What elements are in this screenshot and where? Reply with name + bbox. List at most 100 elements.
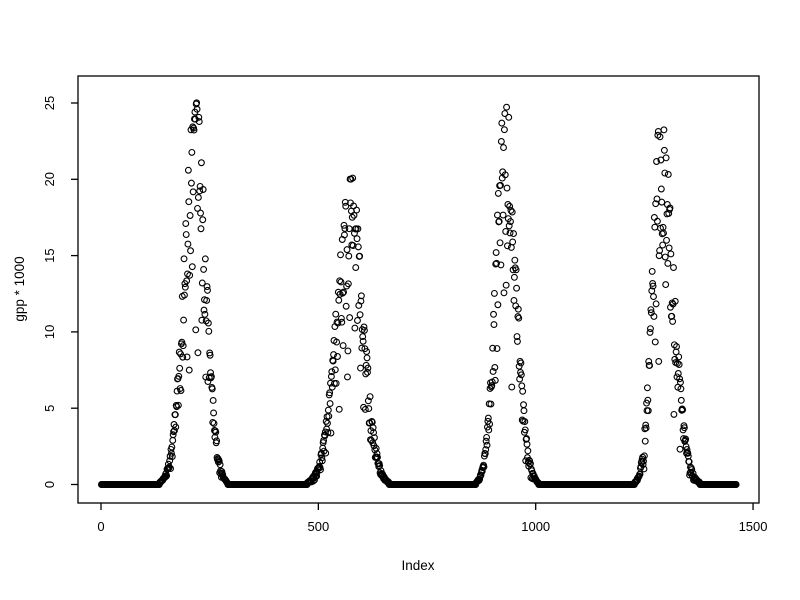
data-point [684, 449, 692, 457]
data-point [660, 126, 668, 134]
data-point [324, 429, 332, 436]
data-point [641, 425, 649, 433]
data-point [673, 359, 681, 367]
data-point [181, 291, 188, 299]
data-point [652, 200, 660, 208]
data-point [371, 446, 379, 454]
x-axis-ticks: 0 500 1000 1500 [97, 503, 768, 534]
data-point [183, 277, 191, 285]
data-point [197, 209, 205, 217]
data-point [354, 317, 361, 324]
data-point [732, 481, 740, 488]
data-point [500, 289, 508, 297]
data-point [640, 465, 648, 473]
data-point [647, 306, 655, 314]
data-point [199, 216, 207, 224]
data-point [662, 154, 670, 162]
data-point [513, 333, 521, 340]
data-point [348, 213, 356, 221]
data-point [343, 246, 351, 254]
data-point [510, 230, 517, 238]
data-point [483, 441, 491, 449]
x-tick-label: 1000 [521, 519, 550, 534]
data-point [670, 410, 678, 418]
data-point [204, 319, 212, 327]
data-point [201, 255, 209, 263]
scatter-points [97, 99, 740, 488]
data-point [520, 401, 527, 409]
data-point [501, 171, 509, 179]
data-point [507, 206, 515, 214]
data-point [357, 292, 365, 300]
y-tick-label: 0 [42, 481, 57, 488]
data-point [676, 375, 684, 383]
data-point [187, 247, 195, 255]
data-point [334, 353, 341, 360]
data-point [202, 317, 210, 325]
data-point [675, 353, 683, 361]
data-point [188, 263, 196, 271]
data-point [675, 361, 683, 368]
data-point [326, 400, 334, 407]
data-point [197, 225, 205, 233]
data-point [168, 443, 176, 451]
data-point [175, 372, 183, 380]
data-point [639, 461, 647, 468]
data-point [524, 447, 532, 455]
data-point [655, 252, 663, 260]
data-point [338, 318, 346, 326]
data-point [520, 407, 528, 415]
data-point [661, 253, 669, 261]
data-point [490, 310, 497, 318]
data-point [215, 457, 223, 465]
data-point [322, 449, 330, 457]
data-point [207, 373, 215, 381]
data-point [505, 222, 513, 230]
data-point [488, 382, 496, 389]
data-point [651, 223, 659, 231]
data-point [209, 418, 217, 426]
data-point [657, 185, 665, 193]
data-point [335, 296, 343, 304]
data-point [200, 265, 208, 273]
data-point [640, 452, 648, 460]
data-point [644, 396, 652, 404]
data-point [360, 323, 368, 331]
data-point [363, 354, 371, 362]
data-point [190, 126, 198, 134]
data-point [325, 412, 333, 420]
data-point [179, 353, 187, 361]
data-point [486, 420, 494, 428]
data-point [682, 435, 690, 443]
data-point [178, 338, 186, 346]
data-point [660, 146, 668, 154]
data-point [656, 133, 664, 141]
data-point [677, 378, 684, 386]
data-point [480, 463, 488, 471]
y-axis-title: gpp * 1000 [12, 256, 27, 321]
data-point [182, 231, 190, 238]
data-point [647, 325, 654, 333]
data-point [339, 289, 347, 297]
data-point [344, 347, 352, 355]
data-point [327, 372, 335, 380]
data-point [489, 368, 497, 375]
data-point [322, 417, 330, 425]
data-point [490, 321, 498, 329]
data-point [359, 333, 367, 341]
data-point [670, 341, 678, 349]
data-point [362, 370, 370, 378]
y-tick-label: 15 [42, 248, 57, 262]
data-point [184, 166, 192, 174]
data-point [352, 264, 360, 272]
data-point [507, 218, 514, 225]
data-point [658, 198, 666, 206]
data-point [186, 212, 194, 219]
data-point [360, 326, 368, 334]
data-point [315, 463, 323, 470]
data-point [313, 472, 321, 480]
data-point [165, 463, 173, 471]
data-point [194, 194, 202, 201]
data-point [194, 349, 202, 357]
